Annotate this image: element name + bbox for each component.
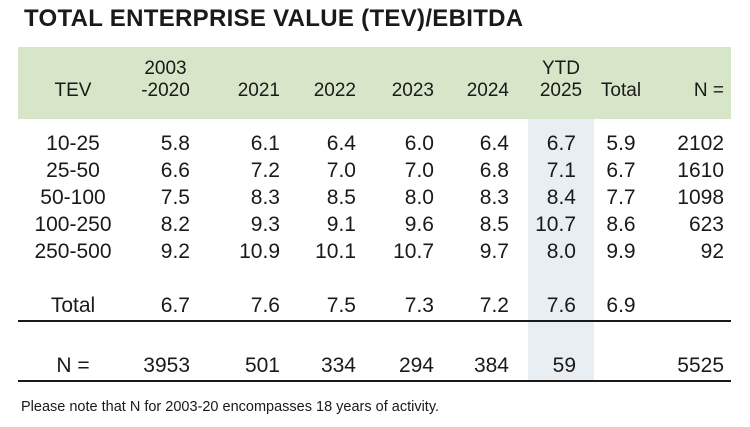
total-total: 6.9 [606,294,636,317]
cell-2022: 10.1 [315,240,356,263]
cell-2003: 9.2 [160,240,190,263]
cell-ytd: 10.7 [535,213,576,236]
footnote: Please note that N for 2003-20 encompass… [21,399,440,415]
cell-2024: 8.5 [479,213,509,236]
col-header-n: N = [693,80,724,101]
col-header-tev: TEV [54,80,92,101]
header-band [18,47,731,119]
cell-2023: 7.0 [404,159,434,182]
cell-ytd: 6.7 [546,132,576,155]
row-tev: 25-50 [46,159,100,182]
cell-ytd: 8.4 [546,186,576,209]
cell-2024: 6.8 [479,159,509,182]
cell-2022: 6.4 [326,132,356,155]
col-header-2022: 2022 [313,80,356,101]
cell-2003: 7.5 [160,186,190,209]
row-tev: 250-500 [34,240,112,263]
col-header-ytd-line2: 2025 [539,80,583,101]
cell-2024: 8.3 [479,186,509,209]
cell-ytd: 7.1 [546,159,576,182]
cell-2003: 5.8 [160,132,190,155]
cell-2021: 6.1 [250,132,280,155]
total-label: Total [50,294,96,317]
cell-n: 1610 [677,159,724,182]
cell-2003: 6.6 [160,159,190,182]
cell-total: 9.9 [606,240,636,263]
cell-2024: 6.4 [479,132,509,155]
col-header-2003-line2: -2020 [141,80,190,101]
row-tev: 100-250 [34,213,112,236]
cell-2022: 7.0 [326,159,356,182]
n-2023: 294 [398,354,434,377]
table-title: TOTAL ENTERPRISE VALUE (TEV)/EBITDA [24,5,524,32]
cell-2024: 9.7 [479,240,509,263]
cell-total: 7.7 [606,186,636,209]
n-2021: 501 [244,354,280,377]
cell-total: 6.7 [606,159,636,182]
total-ytd: 7.6 [546,294,576,317]
col-header-2021: 2021 [237,80,280,101]
cell-2023: 9.6 [404,213,434,236]
total-2021: 7.6 [250,294,280,317]
cell-2021: 8.3 [250,186,280,209]
n-2024: 384 [473,354,509,377]
total-2003: 6.7 [160,294,190,317]
col-header-2003-line1: 2003 [144,58,187,79]
row-tev: 10-25 [46,132,100,155]
n-label: N = [56,354,90,377]
total-2023: 7.3 [404,294,434,317]
cell-ytd: 8.0 [546,240,576,263]
cell-n: 92 [700,240,724,263]
cell-total: 5.9 [606,132,636,155]
cell-2023: 10.7 [393,240,434,263]
n-2003: 3953 [143,354,190,377]
n-ytd: 59 [552,354,576,377]
col-header-2024: 2024 [466,80,509,101]
ytd-column-shade [528,119,594,381]
cell-2003: 8.2 [160,213,190,236]
row-tev: 50-100 [40,186,106,209]
cell-2022: 8.5 [326,186,356,209]
cell-2023: 8.0 [404,186,434,209]
col-header-2023: 2023 [391,80,434,101]
col-header-ytd-line1: YTD [542,58,580,79]
cell-2021: 7.2 [250,159,280,182]
total-2022: 7.5 [326,294,356,317]
cell-n: 623 [688,213,724,236]
divider-line [18,320,731,322]
n-2022: 334 [320,354,356,377]
n-total: 5525 [677,354,724,377]
total-2024: 7.2 [479,294,509,317]
cell-total: 8.6 [606,213,636,236]
col-header-total: Total [600,80,642,101]
cell-2023: 6.0 [404,132,434,155]
cell-2022: 9.1 [326,213,356,236]
cell-2021: 10.9 [239,240,280,263]
cell-n: 2102 [677,132,724,155]
bottom-line [18,380,731,382]
cell-2021: 9.3 [250,213,280,236]
cell-n: 1098 [677,186,724,209]
